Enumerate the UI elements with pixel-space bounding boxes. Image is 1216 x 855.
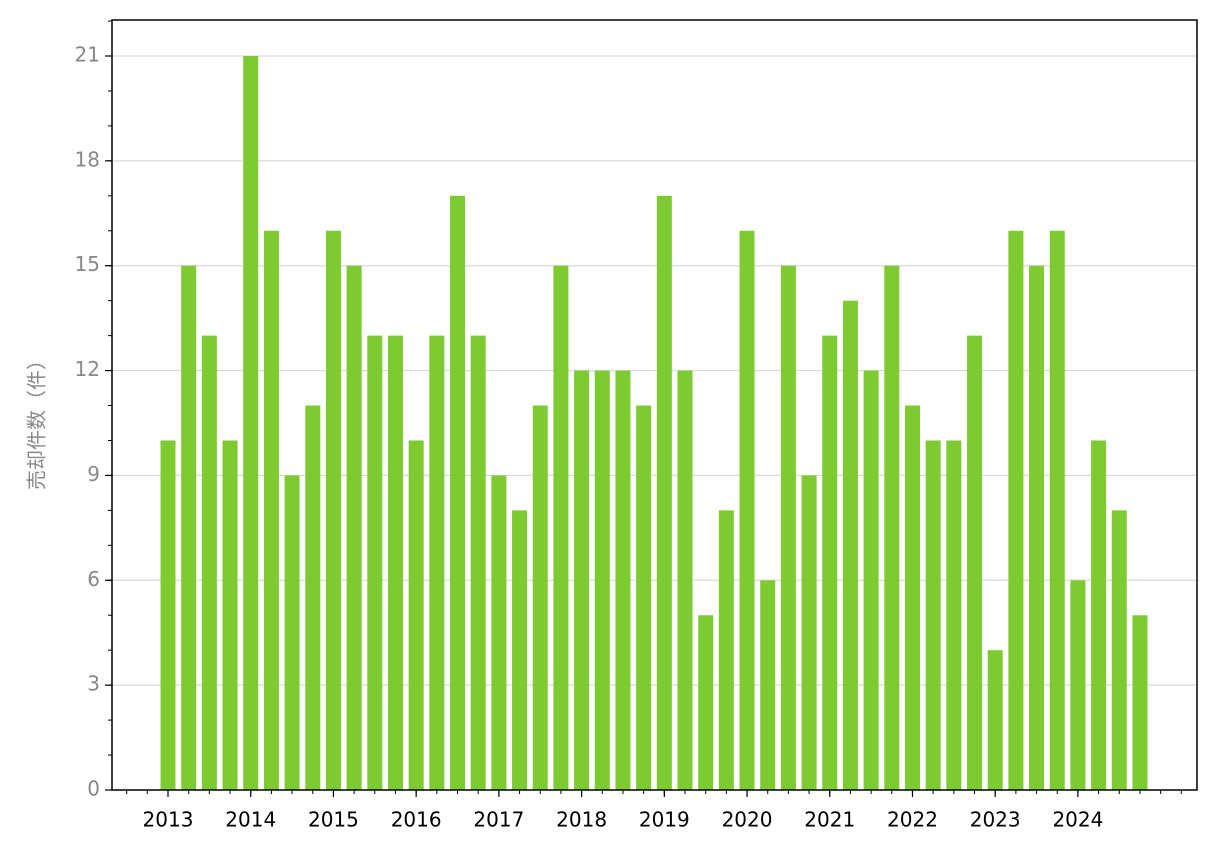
x-tick-label: 2022 — [887, 808, 938, 832]
bar — [532, 405, 548, 790]
y-tick-label: 6 — [87, 567, 100, 591]
bar — [967, 335, 983, 790]
x-tick-label: 2018 — [556, 808, 607, 832]
bar — [884, 265, 900, 790]
bar — [574, 370, 590, 790]
x-tick-label: 2019 — [639, 808, 690, 832]
bar — [656, 195, 672, 791]
y-tick-label: 9 — [87, 462, 100, 486]
bar — [822, 335, 838, 790]
bar — [346, 265, 362, 790]
bar — [222, 440, 238, 790]
bar — [780, 265, 796, 790]
bar — [263, 230, 279, 791]
bar — [760, 580, 776, 790]
bar — [842, 300, 858, 790]
bar — [491, 475, 507, 790]
plot-frame — [111, 19, 1198, 791]
y-axis-label: 売却件数（件） — [25, 350, 49, 490]
bar — [305, 405, 321, 790]
bar — [946, 440, 962, 790]
bar — [284, 475, 300, 790]
bar — [636, 405, 652, 790]
bar — [553, 265, 569, 790]
x-tick-label: 2020 — [722, 808, 773, 832]
bar — [367, 335, 383, 790]
y-tick-label: 0 — [87, 777, 100, 801]
x-tick-label: 2013 — [143, 808, 194, 832]
bar — [387, 335, 403, 790]
y-tick-label: 21 — [75, 43, 100, 67]
bar — [450, 195, 466, 791]
bar — [739, 230, 755, 791]
bar — [698, 615, 714, 790]
bar — [429, 335, 445, 790]
y-tick-label: 15 — [75, 252, 100, 276]
bar — [677, 370, 693, 790]
bar — [1091, 440, 1107, 790]
bar — [325, 230, 341, 791]
y-tick-label: 18 — [75, 147, 100, 171]
bar — [408, 440, 424, 790]
x-tick-label: 2017 — [473, 808, 524, 832]
bar — [987, 650, 1003, 790]
bar — [1111, 510, 1127, 790]
x-tick-label: 2024 — [1052, 808, 1103, 832]
bar — [863, 370, 879, 790]
bar — [1029, 265, 1045, 790]
bar — [904, 405, 920, 790]
x-tick-label: 2023 — [970, 808, 1021, 832]
bar — [801, 475, 817, 790]
bar — [181, 265, 197, 790]
bar — [470, 335, 486, 790]
x-tick-label: 2014 — [225, 808, 276, 832]
bar — [925, 440, 941, 790]
bar — [718, 510, 734, 790]
bar — [1049, 230, 1065, 791]
bar — [615, 370, 631, 790]
x-tick-label: 2016 — [391, 808, 442, 832]
bar — [201, 335, 217, 790]
x-tick-label: 2021 — [804, 808, 855, 832]
bar — [1132, 615, 1148, 790]
bar — [594, 370, 610, 790]
y-tick-label: 12 — [75, 357, 100, 381]
bar — [243, 56, 259, 790]
bar — [160, 440, 176, 790]
bar — [1070, 580, 1086, 790]
x-tick-label: 2015 — [308, 808, 359, 832]
bar — [512, 510, 528, 790]
y-tick-label: 3 — [87, 672, 100, 696]
bar — [1008, 230, 1024, 791]
